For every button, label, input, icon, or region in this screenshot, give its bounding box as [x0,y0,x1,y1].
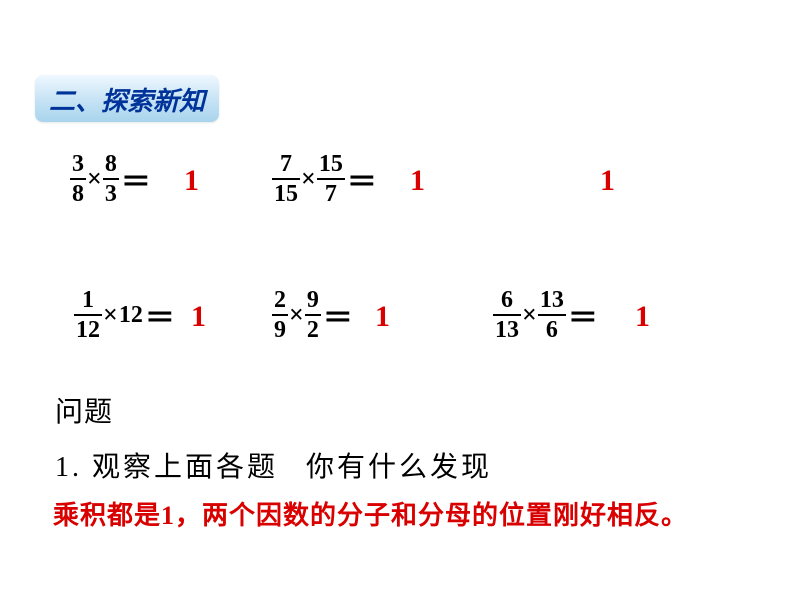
answer-text: 乘积都是1，两个因数的分子和分母的位置刚好相反。 [53,495,688,532]
fraction: 13 6 [538,288,566,342]
fraction: 15 7 [317,152,345,206]
denominator: 13 [493,314,521,342]
result-value: 1 [635,300,650,334]
numerator: 1 [74,288,102,314]
result-value: 1 [375,300,390,334]
fraction: 7 15 [272,152,300,206]
numerator: 7 [272,152,300,178]
numerator: 15 [317,152,345,178]
times-symbol: × [301,164,316,194]
section-header: 二、探索新知 [35,75,219,122]
equation-r2-c3: 6 13 × 13 6 ＝ [493,288,598,342]
fraction: 6 13 [493,288,521,342]
equation-r2-c1: 1 12 × 12 ＝ [74,288,175,342]
numerator: 13 [538,288,566,314]
times-symbol: × [87,164,102,194]
whole-number: 12 [119,302,143,329]
equation-r1-c1: 3 8 × 8 3 ＝ [70,152,151,206]
equals-symbol: ＝ [347,157,377,201]
equation-r2-c2: 2 9 × 9 2 ＝ [272,288,353,342]
fraction: 1 12 [74,288,102,342]
numerator: 6 [493,288,521,314]
numerator: 3 [70,152,86,178]
fraction: 9 2 [305,288,321,342]
equation-r1-c2: 7 15 × 15 7 ＝ [272,152,377,206]
equals-symbol: ＝ [145,293,175,337]
result-value: 1 [410,164,425,198]
result-value: 1 [600,164,615,198]
question-label: 问题 [55,390,113,430]
times-symbol: × [289,300,304,330]
result-value: 1 [191,300,206,334]
denominator: 7 [317,178,345,206]
result-value: 1 [184,164,199,198]
question-1: 1. 观察上面各题 你有什么发现 [55,445,492,485]
denominator: 2 [305,314,321,342]
times-symbol: × [522,300,537,330]
denominator: 3 [103,178,119,206]
fraction: 3 8 [70,152,86,206]
question-1-prefix: 1. 观察上面各题 [55,452,278,483]
times-symbol: × [103,300,118,330]
denominator: 8 [70,178,86,206]
equals-symbol: ＝ [568,293,598,337]
fraction: 8 3 [103,152,119,206]
equals-symbol: ＝ [121,157,151,201]
question-1-suffix: 你有什么发现 [306,452,492,483]
numerator: 2 [272,288,288,314]
denominator: 9 [272,314,288,342]
denominator: 6 [538,314,566,342]
denominator: 15 [272,178,300,206]
denominator: 12 [74,314,102,342]
numerator: 9 [305,288,321,314]
fraction: 2 9 [272,288,288,342]
equals-symbol: ＝ [323,293,353,337]
numerator: 8 [103,152,119,178]
section-title: 二、探索新知 [49,87,205,116]
